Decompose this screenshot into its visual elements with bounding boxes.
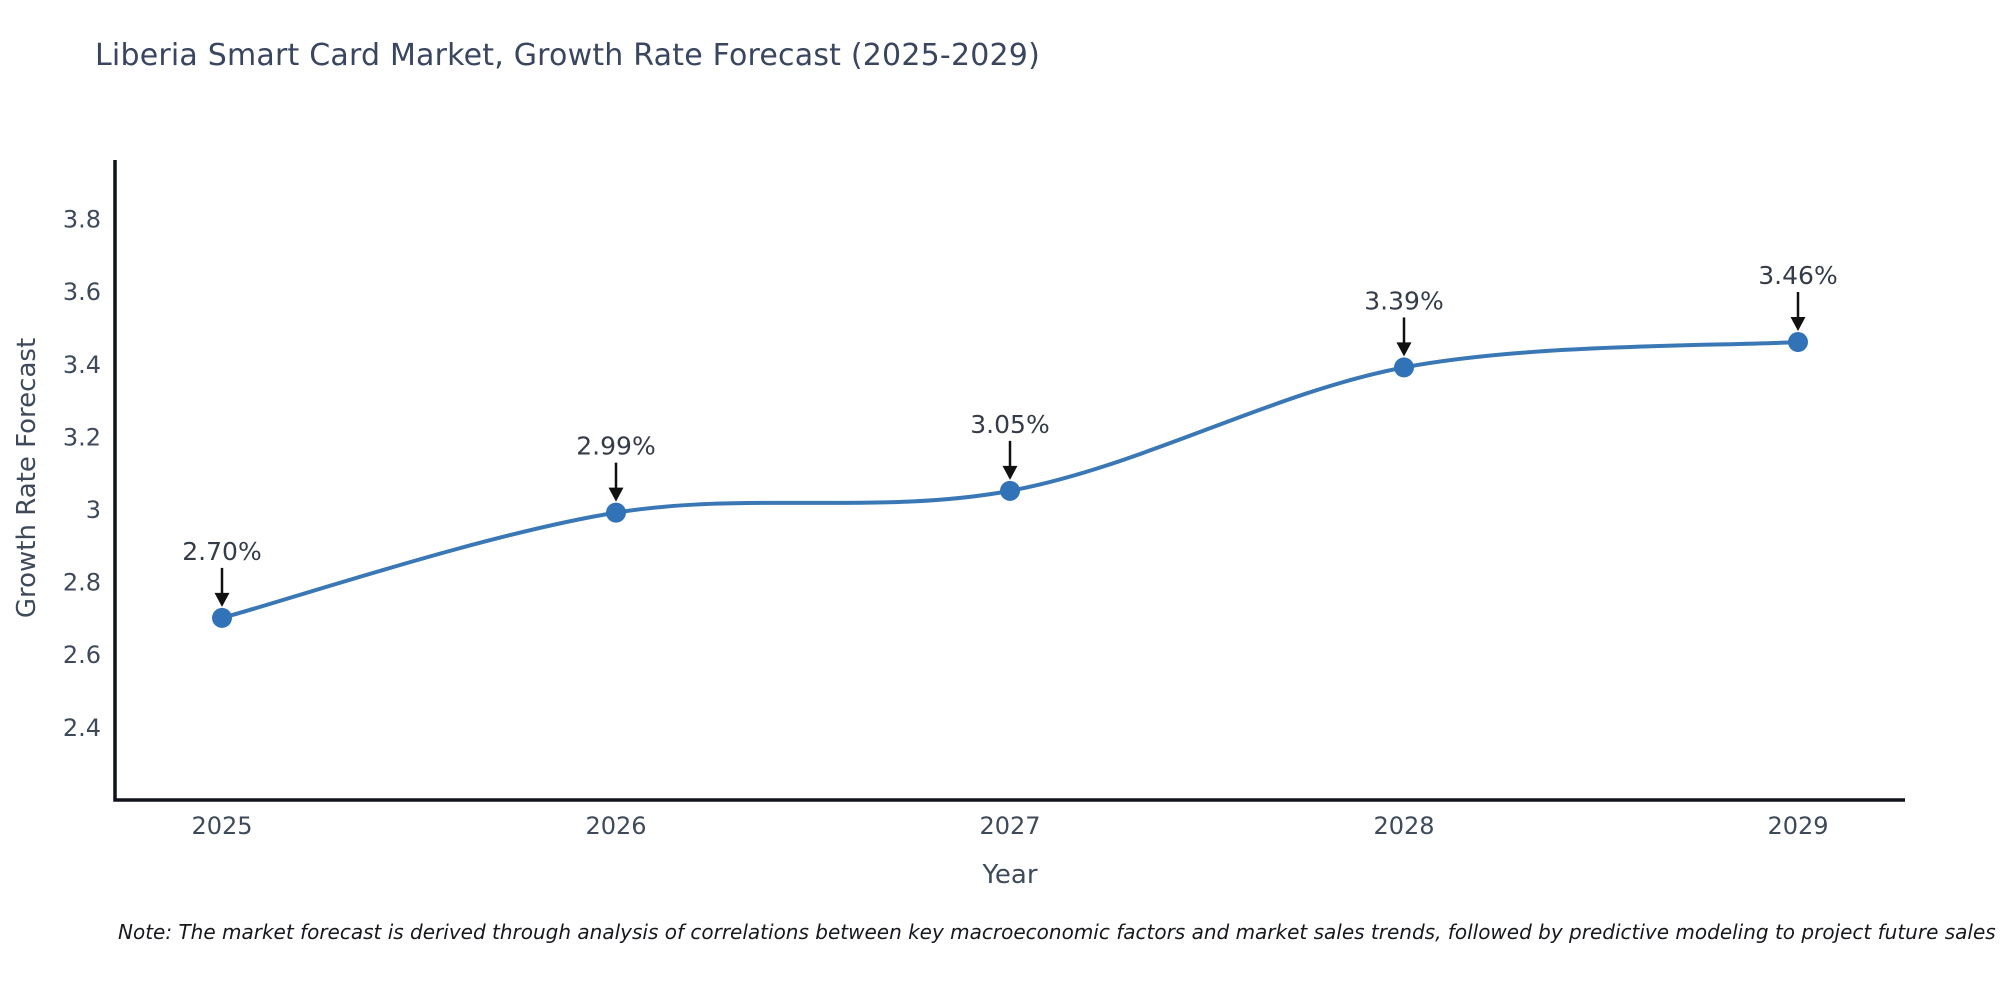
chart-title: Liberia Smart Card Market, Growth Rate F… xyxy=(95,38,1040,73)
annotation-arrowhead xyxy=(608,487,624,502)
y-axis-title: Growth Rate Forecast xyxy=(12,337,42,619)
svg-text:3.2: 3.2 xyxy=(63,423,101,451)
data-point-label: 2.70% xyxy=(182,537,261,566)
svg-text:2025: 2025 xyxy=(191,812,252,840)
annotation-arrowhead xyxy=(214,592,230,607)
annotation-arrowhead xyxy=(1790,317,1806,332)
trend-line xyxy=(220,340,1800,620)
svg-text:2027: 2027 xyxy=(979,812,1040,840)
data-point-label: 3.39% xyxy=(1364,286,1443,315)
svg-text:2026: 2026 xyxy=(585,812,646,840)
svg-text:3.8: 3.8 xyxy=(63,206,101,234)
x-axis-title: Year xyxy=(982,860,1038,890)
annotation-arrowhead xyxy=(1396,342,1412,357)
svg-text:2029: 2029 xyxy=(1767,812,1828,840)
data-point xyxy=(1394,357,1414,378)
data-point xyxy=(606,502,626,523)
data-point-label: 3.05% xyxy=(970,410,1049,439)
svg-text:2.4: 2.4 xyxy=(63,714,101,742)
svg-text:2.6: 2.6 xyxy=(63,641,101,669)
svg-text:3.6: 3.6 xyxy=(63,278,101,306)
footnote: Note: The market forecast is derived thr… xyxy=(118,920,1996,944)
annotation-arrowhead xyxy=(1002,465,1018,480)
data-point xyxy=(1000,480,1020,501)
svg-text:3: 3 xyxy=(86,496,101,524)
data-point-label: 3.46% xyxy=(1758,261,1837,290)
data-point-label: 2.99% xyxy=(576,432,655,461)
svg-text:2.8: 2.8 xyxy=(63,569,101,597)
svg-text:2028: 2028 xyxy=(1373,812,1434,840)
data-point xyxy=(212,607,232,628)
svg-text:3.4: 3.4 xyxy=(63,351,101,379)
data-point xyxy=(1788,332,1808,353)
